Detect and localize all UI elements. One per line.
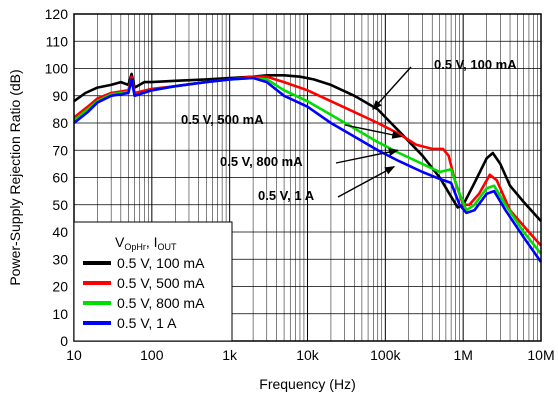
x-tick-label: 100k (370, 347, 401, 363)
x-tick-label: 10k (296, 347, 320, 363)
y-tick-label: 110 (46, 33, 69, 49)
legend-label: 0.5 V, 100 mA (117, 255, 205, 271)
y-tick-label: 20 (52, 279, 68, 295)
legend-label: 0.5 V, 500 mA (117, 275, 205, 291)
legend-title-main: V (115, 234, 125, 250)
x-tick-label: 10 (66, 347, 82, 363)
annotation-label: 0.5 V, 800 mA (220, 154, 303, 169)
legend-label: 0.5 V, 800 mA (117, 295, 205, 311)
x-tick-label: 10M (527, 347, 554, 363)
y-tick-label: 120 (45, 6, 69, 22)
legend-title: VOpHr, IOUT (115, 234, 177, 252)
legend-title-sep: , I (146, 234, 158, 250)
series-group (73, 72, 543, 263)
y-tick-label: 70 (52, 142, 68, 158)
x-tick-label: 100 (140, 347, 164, 363)
annotation-label: 0.5 V, 100 mA (434, 57, 517, 72)
y-tick-label: 90 (52, 88, 68, 104)
x-tick-label: 1k (222, 347, 238, 363)
legend-items: 0.5 V, 100 mA 0.5 V, 500 mA 0.5 V, 800 mA 0… (83, 255, 205, 331)
y-tick-label: 50 (52, 197, 68, 213)
annotation-label: 0.5 V, 1 A (258, 188, 315, 203)
annotation-arrow (344, 124, 403, 139)
y-tick-label: 40 (52, 224, 68, 240)
x-axis-title: Frequency (Hz) (259, 376, 355, 392)
plot-frame (73, 13, 542, 342)
legend-title-sub2: OUT (158, 242, 178, 252)
y-tick-label: 30 (52, 251, 68, 267)
y-tick-label: 60 (52, 170, 68, 186)
y-tick-label: 100 (45, 61, 69, 77)
annotations: 0.5 V, 100 mA 0.5 V, 500 mA 0.5 V, 800 mA 0… (181, 57, 517, 203)
annotation-arrow (337, 165, 396, 198)
legend: VOpHr, IOUT 0.5 V, 100 mA0.5 V, 500 mA0.… (73, 221, 233, 342)
y-tick-label: 80 (52, 115, 68, 131)
annotation-arrow (335, 148, 399, 164)
y-tick-label: 0 (60, 333, 68, 349)
legend-label: 0.5 V, 1 A (117, 315, 177, 331)
y-axis-title: Power-Supply Rejection Ratio (dB) (7, 69, 23, 285)
annotation-label: 0.5 V, 500 mA (181, 112, 264, 127)
legend-title-sub1: OpHr (124, 242, 146, 252)
y-tick-label: 10 (52, 306, 68, 322)
x-tick-label: 1M (453, 347, 472, 363)
annotation-arrow (372, 66, 412, 111)
series-line-4 (73, 76, 543, 263)
